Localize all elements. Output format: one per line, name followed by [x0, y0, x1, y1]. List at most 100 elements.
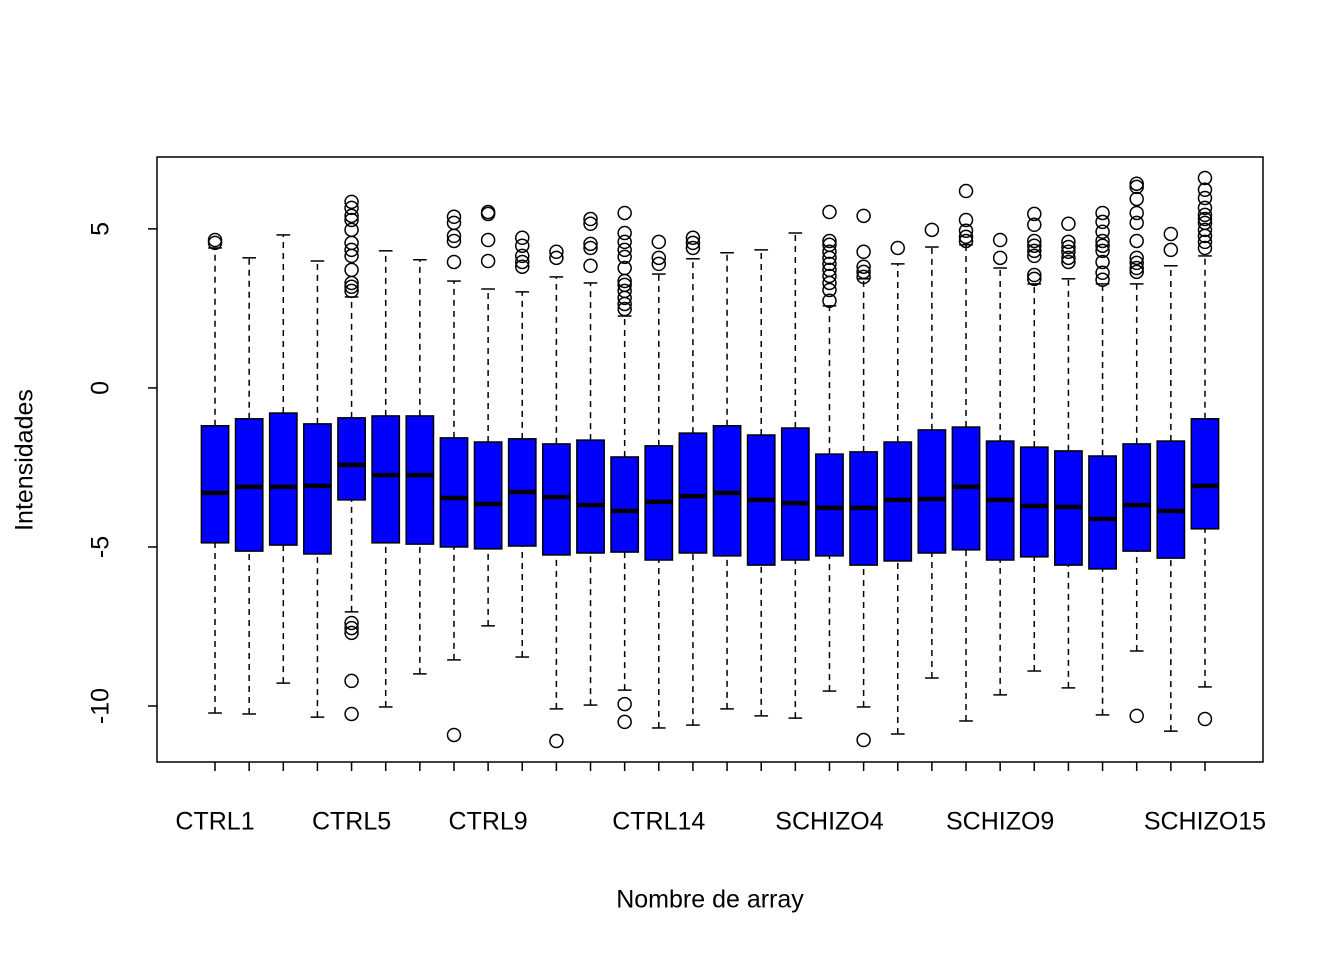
outlier — [856, 264, 871, 280]
outlier — [1129, 260, 1144, 276]
box — [439, 437, 469, 548]
y-axis-title: Intensidades — [11, 389, 39, 531]
outlier — [822, 256, 837, 272]
outlier — [617, 290, 632, 306]
outlier — [515, 248, 530, 264]
outlier — [1095, 233, 1110, 249]
outlier — [856, 269, 871, 285]
x-tick-label: CTRL9 — [449, 808, 528, 836]
box — [917, 429, 947, 554]
y-tick-label: 0 — [87, 381, 115, 395]
outlier — [958, 233, 974, 249]
outlier — [344, 615, 359, 631]
outlier — [344, 208, 359, 224]
outlier — [685, 230, 701, 246]
outlier — [583, 258, 598, 274]
outlier — [617, 234, 632, 250]
x-axis-title: Nombre de array — [616, 886, 804, 914]
outlier — [1197, 200, 1213, 216]
outlier — [1095, 265, 1110, 281]
outlier — [1129, 264, 1144, 280]
outlier — [1197, 170, 1213, 186]
outlier — [1197, 240, 1213, 256]
outlier — [1061, 234, 1076, 250]
box — [541, 443, 571, 556]
x-tick-label: SCHIZO15 — [1144, 808, 1266, 836]
outlier — [822, 250, 837, 266]
outlier — [344, 242, 359, 258]
box — [678, 432, 708, 554]
box — [780, 427, 810, 561]
outlier — [446, 209, 462, 225]
y-tick-label: -10 — [87, 688, 115, 724]
outlier — [1197, 234, 1213, 250]
outlier — [1027, 267, 1042, 283]
outlier — [344, 620, 359, 636]
outlier — [207, 232, 223, 248]
outlier — [651, 256, 667, 272]
outlier — [1095, 224, 1110, 240]
outlier — [1129, 179, 1144, 195]
outlier — [617, 296, 632, 312]
outlier — [1129, 215, 1144, 231]
outlier — [344, 673, 359, 689]
outlier — [617, 714, 632, 730]
outlier — [1095, 238, 1110, 253]
outlier — [617, 249, 632, 265]
outlier — [1027, 243, 1042, 259]
outlier — [549, 733, 564, 749]
outlier — [1027, 217, 1042, 233]
outlier — [1061, 216, 1076, 232]
outlier — [480, 232, 496, 248]
x-tick-label: CTRL5 — [312, 808, 391, 836]
outlier — [480, 253, 496, 269]
y-tick-label: 5 — [87, 222, 115, 236]
outlier — [515, 254, 530, 270]
outlier — [856, 208, 871, 224]
outlier — [617, 696, 632, 712]
outlier — [822, 268, 837, 284]
outlier — [958, 212, 974, 228]
outlier — [446, 727, 462, 743]
outlier — [515, 259, 530, 274]
outlier — [515, 238, 530, 253]
outlier — [1163, 242, 1179, 258]
plot-frame — [156, 156, 1264, 763]
outlier — [958, 229, 974, 245]
outlier — [344, 283, 359, 299]
outlier — [344, 279, 359, 295]
outlier — [685, 240, 701, 256]
outlier — [1095, 272, 1110, 288]
outlier — [617, 242, 632, 258]
outlier — [924, 222, 940, 238]
outlier — [822, 293, 837, 309]
outlier — [651, 234, 667, 250]
outlier — [856, 244, 871, 260]
outlier — [344, 222, 359, 238]
outlier — [856, 259, 871, 274]
box — [1088, 455, 1117, 570]
outlier — [685, 235, 701, 251]
outlier — [1095, 205, 1110, 221]
x-tick-label: CTRL14 — [612, 808, 705, 836]
outlier — [583, 240, 598, 256]
outlier — [583, 211, 598, 227]
outlier — [1061, 250, 1076, 266]
outlier — [617, 273, 632, 289]
outlier — [1129, 205, 1144, 221]
outlier — [822, 275, 837, 291]
outlier — [822, 233, 837, 249]
outlier — [344, 625, 359, 641]
outlier — [1197, 207, 1213, 223]
outlier — [651, 250, 667, 266]
y-tick-label: -5 — [87, 536, 115, 558]
outlier — [1163, 226, 1179, 242]
outlier — [1129, 250, 1144, 266]
outlier — [1027, 233, 1042, 249]
x-tick-label: SCHIZO9 — [946, 808, 1054, 836]
outlier — [1095, 214, 1110, 230]
outlier — [958, 183, 974, 199]
outlier — [1061, 244, 1076, 260]
outlier — [1061, 239, 1076, 255]
box — [405, 415, 435, 545]
